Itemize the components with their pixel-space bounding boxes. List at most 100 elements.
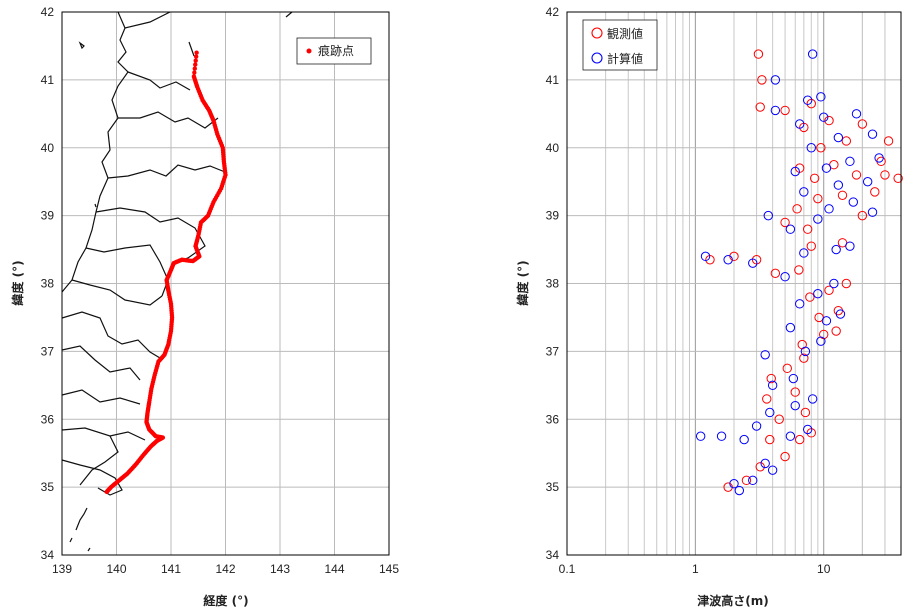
height-y-tick-label: 39 [546,209,560,223]
calculated-point [821,163,832,173]
calculated-point [760,458,770,469]
trace-point [193,54,199,59]
observed-point [813,193,823,204]
map-y-tick-label: 41 [41,73,55,87]
map-chart: 34 35 36 37 38 39 40 41 42 139 140 141 142 143 144 145… [10,5,399,608]
calculated-point [819,112,829,122]
calculated-point [763,210,773,221]
map-x-tick-label: 140 [106,562,126,576]
observed-point [819,329,829,340]
calculated-point [785,224,796,234]
calculated-point [767,380,778,391]
japan-west-coastline [61,11,129,293]
observed-point [870,187,880,197]
calculated-point [806,143,816,153]
observed-point [883,136,894,146]
trace-point [193,62,198,67]
height-x-tick-label: 1 [692,562,699,576]
height-y-tick-labels: 34 35 36 37 38 39 40 41 42 [546,5,560,562]
calculated-point [734,485,745,496]
observed-point [806,98,816,109]
prefecture-border [107,164,226,179]
calculated-point [723,255,733,265]
prefecture-border [95,207,206,263]
map-legend-label: 痕跡点 [318,43,354,58]
calculated-point [833,132,844,143]
calculated-point [874,153,884,163]
height-y-tick-label: 38 [546,277,560,291]
map-y-tick-label: 38 [41,277,55,291]
observed-point [774,414,784,424]
observed-point [723,482,733,492]
observed-point [824,285,834,295]
map-y-tick-label: 37 [41,344,55,358]
calculated-point [816,92,826,102]
calculated-point [795,119,805,129]
map-y-tick-labels: 34 35 36 37 38 39 40 41 42 [41,5,55,562]
trace-point [192,66,197,71]
map-y-tick-label: 42 [41,5,55,19]
coastline-segment [79,435,119,486]
observed-point [780,105,790,116]
calculated-point [748,258,758,268]
observed-point [757,75,767,85]
map-y-tick-label: 36 [41,412,55,426]
observed-point [790,387,800,397]
height-x-tick-labels: 0.1 1 10 [559,562,831,576]
map-x-tick-labels: 139 140 141 142 143 144 145 [52,562,399,576]
map-x-tick-label: 144 [324,562,344,576]
observed-point [780,451,790,462]
calculated-point [813,288,823,299]
observed-point [824,115,834,126]
map-x-axis-label: 経度 (°) [203,593,248,608]
trace-point [193,58,198,63]
height-y-tick-label: 35 [546,480,560,494]
observed-point [741,475,752,486]
calculated-point [821,316,832,326]
trace-points [104,50,228,495]
calculated-point [700,251,711,262]
calculated-point [867,207,878,217]
calculated-point [848,197,859,207]
map-x-tick-label: 139 [52,562,72,576]
height-x-tick-label: 0.1 [559,562,576,576]
calculated-point [835,309,846,319]
calculated-point [816,336,826,346]
calculated-point [799,248,809,258]
observed-point [800,407,811,418]
height-grid [566,11,902,556]
calculated-point [802,424,813,435]
trace-point [194,50,199,55]
map-y-tick-label: 39 [41,209,55,223]
calculated-point [729,479,739,489]
height-y-tick-label: 36 [546,412,560,426]
map-legend: 痕跡点 [296,37,372,65]
height-chart: 34 35 36 37 38 39 40 41 42 0.1 1 10 津波高さ(m) 緯度 (°)… [515,5,903,608]
calculated-point [788,373,799,384]
legend-calculated-label: 計算値 [607,51,643,66]
observed-point [795,434,805,445]
observed-point [831,326,841,336]
height-x-tick-label: 10 [817,562,831,576]
observed-point [765,434,775,445]
observed-point [837,190,848,200]
island [69,537,73,543]
observed-point [799,353,809,363]
observed-point [753,49,764,59]
map-x-tick-label: 141 [161,562,181,576]
prefecture-border [61,345,141,381]
calculated-point [845,241,855,251]
observed-point [806,428,816,438]
observed-point [880,170,890,180]
calculated-point [770,105,781,116]
island [75,507,88,531]
calculated-point [760,350,770,360]
calculated-point [845,156,855,167]
calculated-point [800,346,811,357]
calculated-point [802,95,813,105]
map-x-tick-label: 142 [215,562,235,576]
calculated-point [716,431,727,441]
observed-point [893,173,903,183]
observed-point [816,143,826,153]
